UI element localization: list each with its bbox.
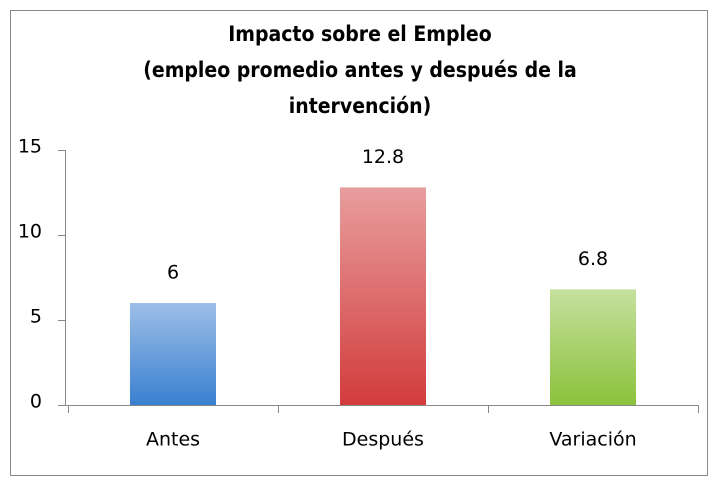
y-tick-label: 0 [30,391,42,413]
title-block: Impacto sobre el Empleo (empleo promedio… [110,16,610,124]
chart-title: Impacto sobre el Empleo [228,22,492,46]
data-label: 6 [167,262,179,284]
y-tick-label: 10 [18,221,42,243]
bar [340,187,426,405]
bar [550,289,636,405]
y-tick-label: 15 [18,136,42,158]
x-tick-label: Después [342,429,424,451]
x-tick-label: Antes [146,429,200,451]
y-tick-label: 5 [30,306,42,328]
chart-subtitle: (empleo promedio antes y después de la i… [143,58,577,118]
data-label: 6.8 [578,248,608,270]
data-label: 12.8 [362,146,404,168]
chart-frame [10,10,708,476]
x-tick-label: Variación [549,429,636,451]
bar [130,303,216,405]
